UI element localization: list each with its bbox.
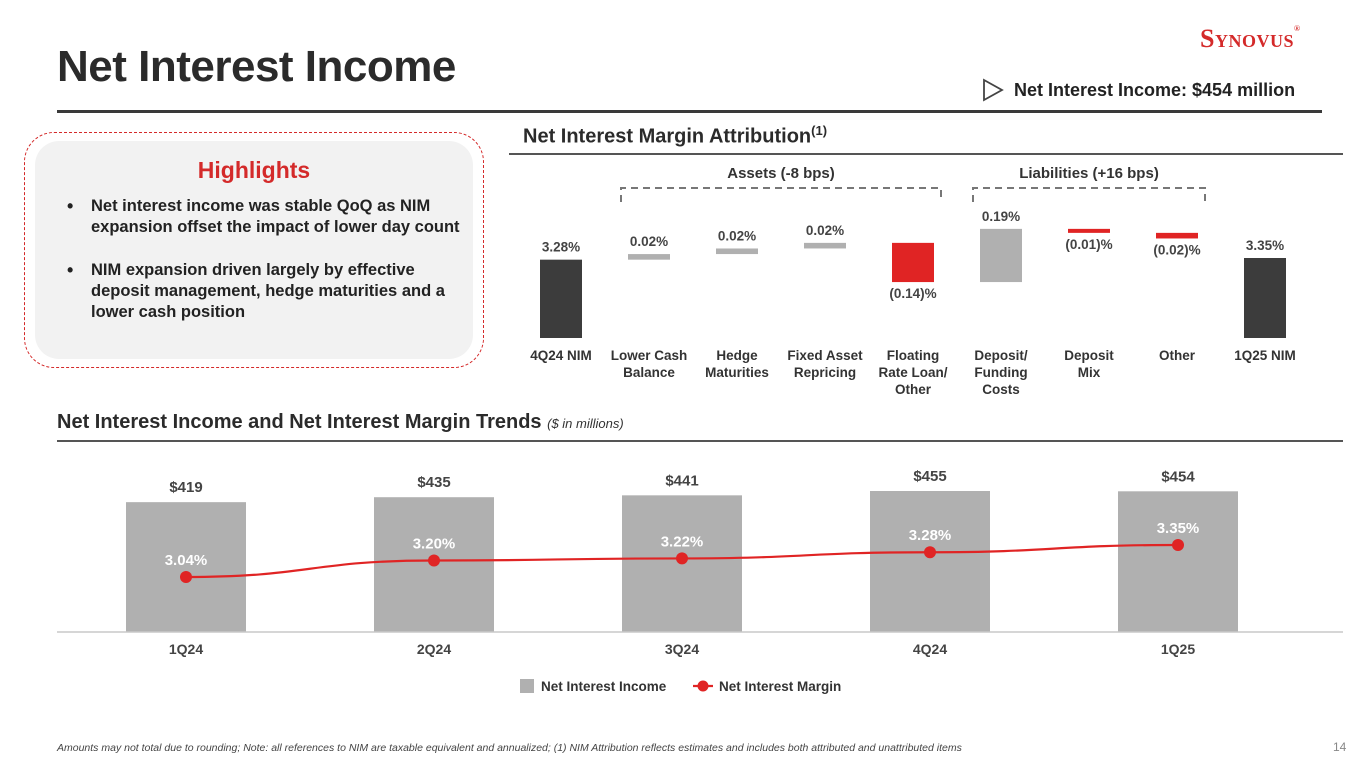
waterfall-bar (716, 248, 758, 255)
highlight-bullet: NIM expansion driven largely by effectiv… (65, 260, 465, 323)
waterfall-value-label: 3.28% (542, 240, 580, 255)
page-number: 14 (1333, 740, 1347, 754)
waterfall-category-label: Maturities (705, 365, 769, 380)
highlights-title: Highlights (197, 157, 311, 183)
waterfall-category-label: Repricing (794, 365, 856, 380)
group-bracket (972, 187, 1206, 202)
synovus-logo: Synovus® (1200, 24, 1300, 54)
waterfall-category-label: Deposit/ (974, 348, 1028, 363)
nii-bar (1118, 491, 1238, 632)
waterfall-value-label: 0.02% (806, 223, 844, 238)
waterfall-bar (1068, 228, 1110, 233)
waterfall-value-label: 0.02% (718, 228, 756, 243)
nii-bar (870, 491, 990, 632)
play-triangle-icon (983, 78, 1004, 102)
waterfall-bar (540, 259, 582, 338)
waterfall-bar (980, 228, 1022, 283)
trends-divider (57, 440, 1343, 442)
waterfall-category-label: Funding (974, 365, 1027, 380)
waterfall-category-label: Hedge (716, 348, 758, 363)
legend-nii-swatch (520, 679, 534, 693)
nim-point (676, 552, 688, 565)
waterfall-bar (1156, 232, 1198, 239)
x-tick-label: 4Q24 (913, 641, 947, 657)
attribution-title: Net Interest Margin Attribution(1) (523, 123, 827, 149)
registered-mark: ® (1293, 24, 1301, 33)
nim-point-label: 3.35% (1157, 520, 1200, 537)
x-tick-label: 1Q24 (169, 641, 203, 657)
nii-nim-trends-chart: $419 $435 $441 $455 $454 3.04% 3.20% 3.22% 3.28%… (57, 468, 1343, 694)
waterfall-category-label: Rate Loan/ (878, 365, 947, 380)
legend-nii-label: Net Interest Income (541, 679, 667, 694)
nim-attribution-waterfall-chart: Assets (-8 bps) Liabilities (+16 bps) 3.28… (530, 165, 1296, 397)
x-tick-label: 2Q24 (417, 641, 451, 657)
nii-bar-label: $419 (169, 479, 202, 496)
nim-point (1172, 539, 1184, 551)
highlights-list: Net interest income was stable QoQ as NI… (65, 196, 465, 345)
trends-units-note: ($ in millions) (547, 416, 624, 431)
highlights-panel: Highlights Net interest income was stabl… (35, 141, 473, 359)
nim-point (924, 546, 936, 559)
group-bracket (620, 187, 942, 202)
attribution-title-text: Net Interest Margin Attribution (523, 125, 812, 148)
waterfall-category-label: Balance (623, 365, 675, 380)
group-label: Assets (-8 bps) (727, 165, 835, 182)
nim-point-label: 3.28% (909, 527, 952, 544)
group-label: Liabilities (+16 bps) (1019, 165, 1159, 182)
waterfall-category-label: Costs (982, 382, 1020, 397)
waterfall-bar (804, 242, 846, 249)
waterfall-value-label: 0.02% (630, 234, 668, 249)
nim-point (428, 554, 440, 567)
x-tick-label: 3Q24 (665, 641, 699, 657)
waterfall-category-label: 1Q25 NIM (1234, 348, 1296, 363)
footnote: Amounts may not total due to rounding; N… (57, 742, 962, 754)
nii-headline: Net Interest Income: $454 million (982, 78, 1295, 102)
nii-bar-label: $441 (665, 472, 698, 489)
waterfall-bar (892, 242, 934, 283)
waterfall-value-label: 3.35% (1246, 238, 1284, 253)
waterfall-category-label: Floating (887, 348, 940, 363)
waterfall-category-label: Lower Cash (611, 348, 688, 363)
waterfall-category-label: Deposit (1064, 348, 1114, 363)
nii-bar (126, 502, 246, 632)
page-title: Net Interest Income (57, 42, 456, 91)
nii-headline-text: Net Interest Income: $454 million (1014, 79, 1296, 100)
nim-point-label: 3.20% (413, 535, 456, 552)
waterfall-value-label: (0.14)% (889, 286, 936, 301)
attribution-footnote-ref: (1) (811, 123, 828, 138)
nim-point (180, 571, 192, 583)
nii-bar-label: $455 (913, 468, 946, 485)
waterfall-bar (628, 254, 670, 260)
waterfall-value-label: 0.19% (982, 209, 1020, 224)
legend-nim-label: Net Interest Margin (719, 679, 841, 694)
legend-nim-marker (697, 680, 709, 692)
waterfall-value-label: (0.02)% (1153, 242, 1200, 257)
trends-title: Net Interest Income and Net Interest Mar… (57, 411, 624, 434)
waterfall-bar (1244, 258, 1286, 338)
title-divider (57, 110, 1322, 113)
waterfall-category-label: Other (895, 382, 932, 397)
nii-bar-label: $454 (1161, 468, 1195, 485)
waterfall-category-label: 4Q24 NIM (530, 348, 592, 363)
logo-text: Synovus (1200, 24, 1294, 53)
attribution-divider (509, 153, 1343, 155)
highlights-box: Highlights Net interest income was stabl… (24, 132, 484, 368)
highlight-bullet: Net interest income was stable QoQ as NI… (65, 196, 465, 238)
x-tick-label: 1Q25 (1161, 641, 1195, 657)
waterfall-category-label: Mix (1078, 365, 1101, 380)
nii-bar-label: $435 (417, 474, 450, 491)
nim-point-label: 3.22% (661, 533, 704, 550)
nim-point-label: 3.04% (165, 552, 208, 569)
waterfall-value-label: (0.01)% (1065, 237, 1112, 252)
waterfall-category-label: Other (1159, 348, 1196, 363)
waterfall-category-label: Fixed Asset (787, 348, 863, 363)
trends-title-text: Net Interest Income and Net Interest Mar… (57, 411, 542, 433)
